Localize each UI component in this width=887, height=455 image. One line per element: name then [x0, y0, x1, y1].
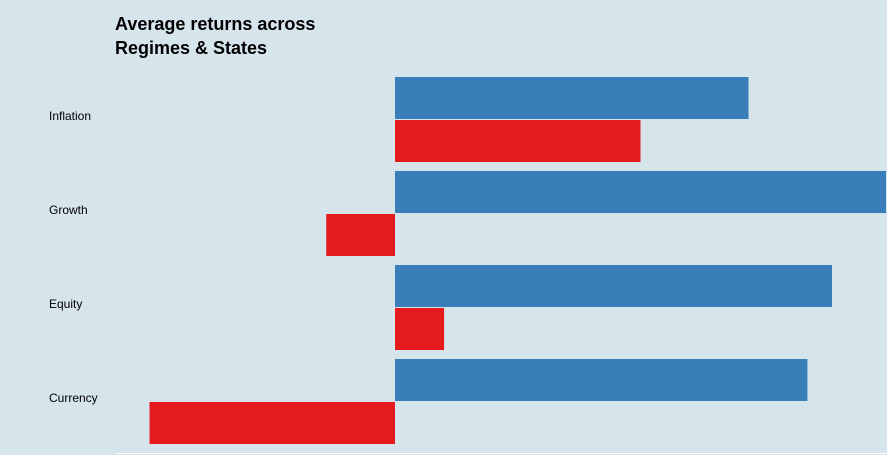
- bar-equity-series-2: [395, 308, 445, 350]
- chart-title-line-2: Regimes & States: [115, 38, 268, 58]
- chart-title-line-1: Average returns across: [115, 14, 316, 34]
- bar-equity-series-1: [395, 265, 832, 307]
- category-label-currency: Currency: [49, 391, 98, 405]
- bar-inflation-series-2: [395, 120, 641, 162]
- bar-inflation-series-1: [395, 77, 749, 119]
- bar-growth-series-1: [395, 171, 886, 213]
- bar-growth-series-2: [326, 214, 395, 256]
- category-label-growth: Growth: [49, 203, 88, 217]
- chart-title: Average returns across Regimes & States: [115, 12, 315, 60]
- category-label-equity: Equity: [49, 297, 82, 311]
- bar-currency-series-1: [395, 359, 808, 401]
- bar-currency-series-2: [149, 402, 395, 444]
- category-label-inflation: Inflation: [49, 109, 91, 123]
